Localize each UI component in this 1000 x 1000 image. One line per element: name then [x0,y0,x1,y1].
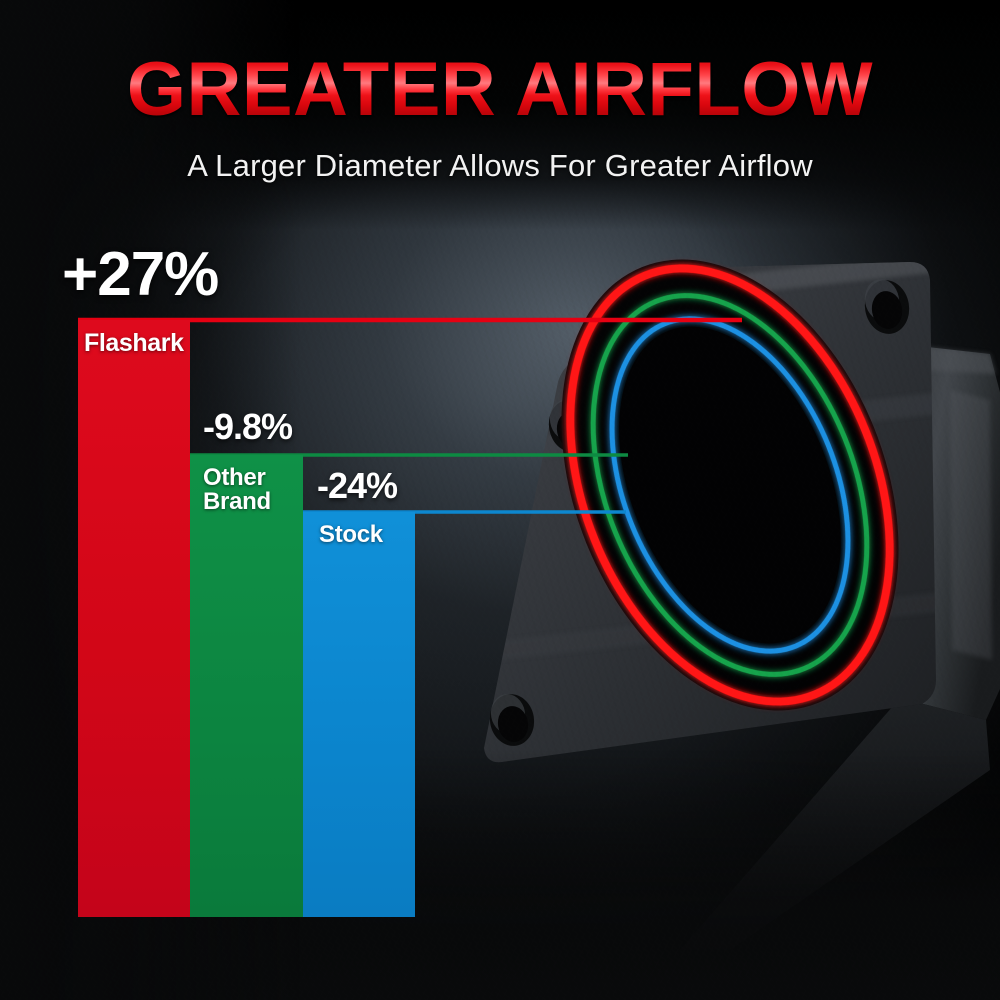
callout-headline: +27% [62,240,219,309]
bar-label-other-brand-line1: Other [203,464,266,491]
flange-bore [561,259,899,711]
delta-other-brand: -9.8% [203,406,293,447]
bar-label-other-brand: Other Brand [203,464,271,516]
ring-middle-green [590,293,870,677]
bar-flashark [78,320,190,917]
delta-stock: -24% [317,465,398,506]
exhaust-flange-photo [484,259,1000,950]
bar-stock [303,512,415,917]
ring-outer-red [566,264,894,706]
ring-inner-blue [609,316,851,654]
bar-label-stock: Stock [319,521,383,548]
page-title: GREATER AIRFLOW [0,52,1000,128]
page-subtitle: A Larger Diameter Allows For Greater Air… [187,148,813,183]
bar-label-flashark: Flashark [84,329,184,357]
bar-other-brand [190,455,303,917]
bar-label-other-brand-line2: Brand [203,488,271,516]
